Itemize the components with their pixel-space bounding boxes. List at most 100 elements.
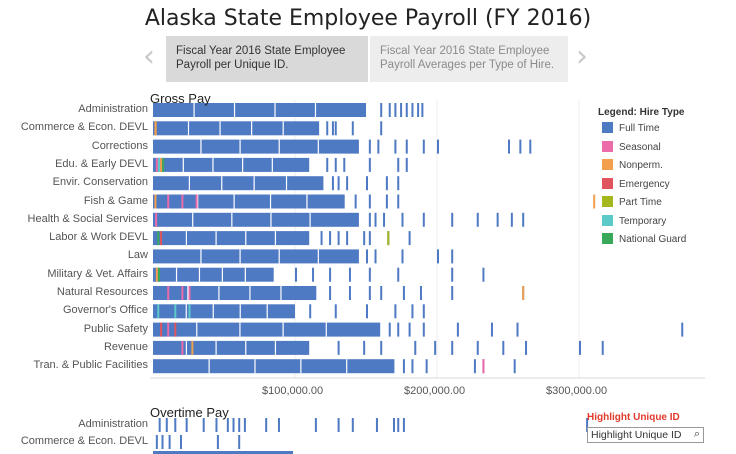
strip-mark — [385, 194, 388, 209]
strip-mark — [482, 267, 485, 282]
category-label: Administration — [78, 103, 148, 115]
strip-gap — [239, 322, 241, 337]
strip-mark — [394, 304, 397, 319]
strip-mark — [397, 176, 400, 191]
legend-title: Legend: Hire Type — [598, 107, 685, 118]
strip-mark — [579, 340, 581, 355]
strip-gap — [219, 121, 221, 136]
strip-mark — [157, 157, 160, 172]
legend-swatch — [602, 122, 613, 133]
legend-item[interactable]: Part Time — [602, 196, 662, 208]
category-label: Labor & Work DEVL — [49, 231, 148, 244]
strip-gap — [346, 359, 348, 374]
strip-mark — [160, 231, 163, 246]
strip-gap — [266, 304, 268, 319]
strip-mark — [348, 267, 351, 282]
strip-gap — [325, 322, 327, 337]
page-title: Alaska State Employee Payroll (FY 2016) — [144, 6, 592, 31]
strip-mark — [238, 435, 241, 449]
legend-item[interactable]: Seasonal — [602, 140, 661, 153]
strip-mark — [337, 231, 340, 246]
strip-mark — [437, 139, 439, 154]
strip-mark — [326, 121, 329, 136]
chevron-left-icon[interactable]: ‹ — [143, 39, 155, 74]
category-label: Commerce & Econ. DEVL — [20, 435, 148, 447]
strip-gap — [200, 139, 202, 154]
strip-gap — [187, 286, 189, 300]
strip-mark — [167, 194, 170, 209]
strip-mark — [232, 418, 235, 432]
strip-gap — [185, 304, 187, 319]
x-tick-label: $200,000.00 — [404, 385, 466, 397]
strip-mark — [456, 322, 459, 337]
strip-mark — [451, 286, 454, 300]
strip-mark — [343, 157, 346, 172]
strip-mark — [195, 194, 198, 209]
strip-gap — [233, 103, 236, 117]
strip-dense-block — [153, 212, 359, 227]
strip-mark — [411, 304, 414, 319]
strip-mark — [422, 304, 425, 319]
strip-gap — [245, 340, 247, 355]
strip-mark — [368, 267, 371, 282]
strip-mark — [354, 194, 357, 209]
strip-mark — [388, 322, 391, 337]
strip-mark — [408, 322, 411, 337]
strip-gap — [218, 286, 220, 300]
strip-mark — [405, 103, 408, 117]
chevron-right-icon[interactable]: › — [576, 39, 588, 74]
legend-label: Emergency — [619, 178, 670, 190]
story-point-1[interactable]: Fiscal Year 2016 State Employee Payroll … — [166, 36, 368, 82]
legend-label: National Guard — [619, 234, 687, 245]
strip-mark — [363, 340, 366, 355]
strip-mark — [154, 194, 157, 209]
strip-mark — [167, 286, 170, 300]
strip-dense-block — [153, 231, 310, 246]
category-label: Governor's Office — [62, 304, 148, 317]
strip-gap — [274, 340, 277, 355]
strip-gap — [278, 139, 280, 154]
strip-mark — [202, 418, 205, 432]
highlight-title: Highlight Unique ID — [587, 412, 680, 423]
strip-gap — [249, 286, 251, 300]
strip-mark — [160, 157, 163, 172]
strip-gap — [233, 194, 235, 209]
strip-mark — [414, 340, 417, 355]
legend-item[interactable]: Full Time — [602, 122, 660, 134]
strip-gap — [314, 103, 317, 117]
strip-mark — [368, 286, 371, 300]
strip-mark — [154, 121, 157, 136]
story-point-2[interactable]: Fiscal Year 2016 State Employee Payroll … — [370, 36, 568, 82]
strip-mark — [174, 322, 177, 337]
strip-gap — [309, 212, 311, 227]
strip-mark — [174, 304, 177, 319]
strip-gap — [185, 231, 188, 246]
legend-item[interactable]: Nonperm. — [602, 159, 663, 171]
strip-gap — [282, 322, 284, 337]
category-label: Envir. Conservation — [52, 176, 148, 189]
legend-label: Part Time — [619, 197, 662, 208]
strip-mark — [265, 418, 268, 432]
strip-mark — [181, 340, 184, 355]
strip-gap — [212, 157, 214, 172]
strip-gap — [221, 176, 223, 191]
strip-mark — [405, 157, 408, 172]
highlight-unique-id-input[interactable]: Highlight Unique ID ⌕ — [587, 427, 704, 443]
legend-item[interactable]: Emergency — [602, 177, 670, 190]
strip-mark — [417, 103, 420, 117]
strip-mark — [243, 418, 246, 432]
strip-mark — [392, 418, 395, 432]
strip-mark — [366, 249, 368, 264]
legend-label: Seasonal — [619, 141, 661, 153]
legend-item[interactable]: Temporary — [602, 214, 666, 227]
strip-gap — [270, 212, 272, 227]
strip-mark — [329, 231, 332, 246]
strip-mark — [160, 322, 163, 337]
strip-gap — [251, 121, 253, 136]
category-label: Edu. & Early DEVL — [55, 157, 148, 170]
search-icon[interactable]: ⌕ — [693, 428, 700, 440]
strip-gap — [231, 212, 233, 227]
strip-mark — [295, 267, 297, 282]
legend-item[interactable]: National Guard — [602, 233, 686, 245]
